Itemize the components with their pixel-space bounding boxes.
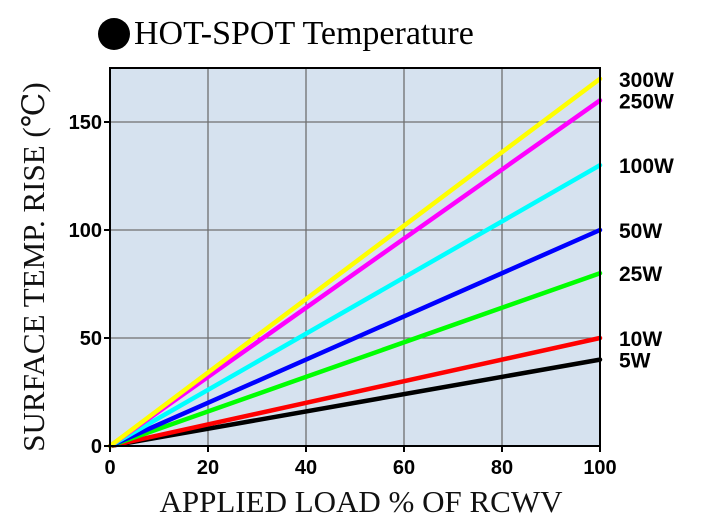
series-line-300W: [107, 76, 603, 449]
x-tick-label: 60: [393, 457, 415, 479]
x-tick-label: 0: [104, 457, 115, 479]
y-tick-label: 100: [69, 220, 102, 242]
series-label-50W: 50W: [619, 220, 662, 243]
y-axis-ticks: 0 50 100 150: [69, 112, 110, 458]
x-tick-label: 40: [295, 457, 317, 479]
y-tick-label: 50: [80, 328, 102, 350]
plot-frame: [109, 67, 601, 447]
chart-title-text: HOT-SPOT Temperature: [134, 15, 474, 52]
series-label-5W: 5W: [619, 350, 651, 373]
series-label-250W: 250W: [619, 90, 674, 113]
series-lines: [107, 76, 603, 449]
x-tick-label: 100: [583, 457, 616, 479]
y-tick-label: 150: [69, 112, 102, 134]
series-label-100W: 100W: [619, 155, 674, 178]
series-label-300W: 300W: [619, 69, 674, 92]
series-label-10W: 10W: [619, 328, 662, 351]
series-line-10W: [107, 335, 603, 449]
series-label-25W: 25W: [619, 263, 662, 286]
x-axis-label: APPLIED LOAD % OF RCWV: [160, 484, 564, 519]
series-line-5W: [107, 357, 603, 449]
y-tick-label: 0: [91, 436, 102, 458]
x-tick-label: 20: [197, 457, 219, 479]
x-tick-label: 80: [491, 457, 513, 479]
x-axis-ticks: 0 20 40 60 80 100: [104, 446, 617, 479]
y-axis-label: SURFACE TEMP. RISE (℃): [16, 82, 51, 451]
bullet-icon: [98, 18, 130, 50]
series-line-250W: [107, 98, 603, 449]
series-line-50W: [107, 227, 603, 449]
chart-title: HOT-SPOT Temperature: [98, 12, 474, 56]
series-line-100W: [107, 162, 603, 449]
series-line-25W: [107, 270, 603, 449]
